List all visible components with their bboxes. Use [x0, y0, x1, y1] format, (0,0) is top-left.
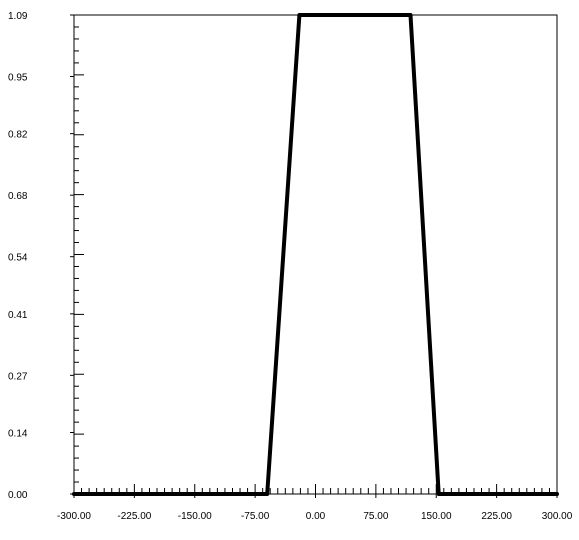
x-tick-label: -75.00 [241, 511, 270, 522]
x-tick-label: 300.00 [542, 511, 573, 522]
series-layer [72, 13, 559, 496]
x-tick-label: 150.00 [421, 511, 452, 522]
y-tick-label: 0.27 [8, 371, 28, 382]
y-axis-ticks: 0.00 0.14 0.27 0.41 0.54 0.68 0.82 0.95 1.09 [8, 11, 74, 501]
x-tick-label: -225.00 [117, 511, 151, 522]
x-tick-label: -300.00 [57, 511, 91, 522]
plot-frame [73, 14, 558, 495]
x-axis-ticks: -300.00 -225.00 -150.00 -75.00 0.00 75.00 150.… [57, 494, 573, 522]
y-tick-label: 0.00 [8, 490, 28, 501]
y-tick-label: 0.14 [8, 428, 28, 439]
y-tick-label: 0.95 [8, 73, 28, 84]
x-tick-label: 0.00 [306, 511, 326, 522]
y-tick-label: 0.54 [8, 253, 28, 264]
y-tick-label: 1.09 [8, 11, 28, 22]
y-tick-label: 0.68 [8, 191, 28, 202]
y-minor-ticks [74, 14, 84, 495]
y-tick-label: 0.82 [8, 130, 28, 141]
x-tick-label: 75.00 [363, 511, 388, 522]
x-tick-label: 225.00 [481, 511, 512, 522]
x-tick-label: -150.00 [178, 511, 212, 522]
y-tick-label: 0.41 [8, 310, 28, 321]
series-line [72, 13, 559, 496]
